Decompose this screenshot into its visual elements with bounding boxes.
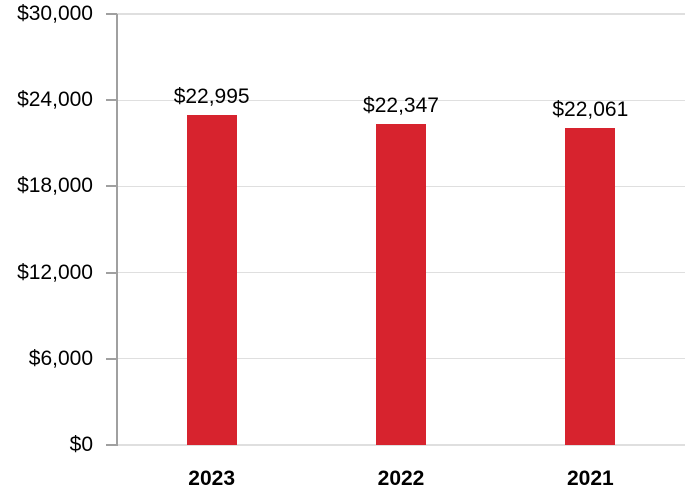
value-label-2023: $22,995 <box>173 84 250 108</box>
y-axis-tick-label-0: $0 <box>69 433 93 456</box>
bar-2022 <box>376 123 426 445</box>
y-axis-tick-24000 <box>106 99 117 102</box>
y-axis-tick-12000 <box>106 271 117 274</box>
bar-2021 <box>565 128 616 445</box>
y-axis-tick-label-6000: $6,000 <box>28 346 93 370</box>
y-axis-tick-30000 <box>106 13 117 15</box>
category-label-2023: 2023 <box>188 467 236 490</box>
y-axis-tick-label-18000: $18,000 <box>17 174 93 198</box>
category-label-2021: 2021 <box>566 467 614 490</box>
y-axis-tick-label-12000: $12,000 <box>17 260 93 284</box>
y-axis-tick-label-30000: $30,000 <box>17 2 93 25</box>
y-axis-line <box>116 14 118 446</box>
value-label-2022: $22,347 <box>363 93 439 117</box>
y-axis-tick-18000 <box>106 185 117 188</box>
y-axis-tick-6000 <box>106 357 117 360</box>
gridline-0 <box>117 444 685 446</box>
gridline-30000 <box>117 13 685 15</box>
value-label-2021: $22,061 <box>552 98 629 122</box>
gridline-24000 <box>117 99 685 101</box>
y-axis-tick-0 <box>106 444 117 446</box>
category-label-2022: 2022 <box>377 467 425 490</box>
y-axis-tick-label-24000: $24,000 <box>17 88 93 112</box>
bar-2023 <box>186 114 237 445</box>
